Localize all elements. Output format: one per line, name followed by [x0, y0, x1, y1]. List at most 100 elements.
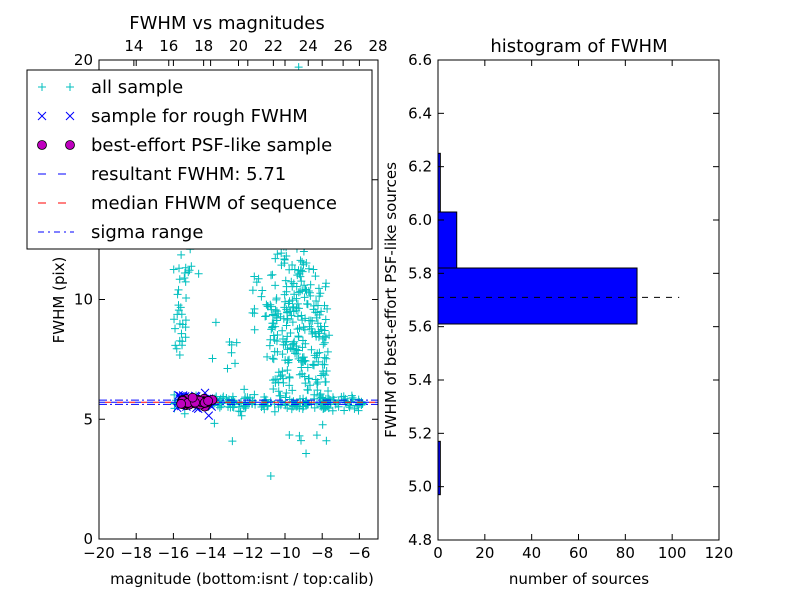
all-sample-point — [175, 336, 184, 345]
all-sample-point — [312, 353, 321, 362]
histogram-bar — [437, 267, 638, 325]
all-sample-point — [310, 390, 319, 399]
legend-label: all sample — [91, 77, 183, 98]
all-sample-point — [182, 293, 191, 302]
x-tick-label: −20 — [83, 544, 115, 562]
all-sample-point — [296, 287, 305, 296]
all-sample-point — [269, 310, 278, 319]
all-sample-point — [231, 359, 240, 368]
all-sample-point — [298, 286, 307, 295]
y-tick-label: 5 — [83, 410, 93, 428]
all-sample-point — [264, 302, 273, 311]
all-sample-point — [269, 376, 278, 385]
all-sample-point — [276, 312, 285, 321]
all-sample-point — [320, 360, 329, 369]
legend-marker-circle — [37, 140, 47, 150]
all-sample-point — [292, 306, 301, 315]
all-sample-point — [295, 431, 304, 440]
all-sample-point — [171, 341, 180, 350]
y-tick-label: 5.6 — [408, 318, 432, 336]
all-sample-point — [317, 393, 326, 402]
all-sample-point — [288, 386, 297, 395]
x-tick-label: 60 — [569, 544, 588, 562]
legend-label: best-effort PSF-like sample — [91, 135, 332, 156]
x-tick-label: −10 — [269, 544, 301, 562]
all-sample-point — [298, 343, 307, 352]
all-sample-point — [313, 349, 322, 358]
all-sample-point — [322, 354, 331, 363]
all-sample-point — [315, 292, 324, 301]
all-sample-point — [277, 261, 286, 270]
all-sample-point — [269, 385, 278, 394]
all-sample-point — [272, 307, 281, 316]
all-sample-point — [285, 381, 294, 390]
all-sample-point — [177, 250, 186, 259]
all-sample-point — [290, 290, 299, 299]
all-sample-point — [320, 338, 329, 347]
all-sample-point — [258, 286, 267, 295]
all-sample-point — [293, 312, 302, 321]
top-x-tick-label: 26 — [334, 37, 353, 55]
all-sample-point — [271, 311, 280, 320]
x-tick-label: −16 — [158, 544, 190, 562]
x-tick-label: −6 — [348, 544, 370, 562]
all-sample-point — [225, 338, 234, 347]
all-sample-point — [306, 280, 315, 289]
right-x-axis-label: number of sources — [509, 570, 649, 588]
legend-entry: best-effort PSF-like sample — [37, 135, 332, 156]
y-tick-label: 4.8 — [408, 531, 432, 549]
all-sample-point — [289, 397, 298, 406]
all-sample-point — [278, 335, 287, 344]
all-sample-point — [315, 310, 324, 319]
rough-sample-point — [204, 411, 214, 421]
y-tick-label: 6.2 — [408, 158, 432, 176]
x-tick-label: −12 — [232, 544, 264, 562]
all-sample-point — [228, 397, 237, 406]
all-sample-point — [173, 290, 182, 299]
all-sample-point — [314, 327, 323, 336]
all-sample-point — [175, 350, 184, 359]
all-sample-point — [280, 303, 289, 312]
y-tick-label: 0 — [83, 530, 93, 548]
all-sample-point — [295, 370, 304, 379]
all-sample-point — [288, 340, 297, 349]
left-data-layer — [99, 63, 378, 480]
all-sample-point — [288, 260, 297, 269]
all-sample-point — [237, 411, 246, 420]
x-tick-label: 20 — [475, 544, 494, 562]
all-sample-point — [301, 285, 310, 294]
all-sample-point — [184, 268, 193, 277]
all-sample-point — [277, 249, 286, 258]
all-sample-point — [210, 419, 219, 428]
all-sample-point — [248, 286, 257, 295]
legend-marker-plus — [66, 83, 74, 91]
all-sample-point — [281, 297, 290, 306]
all-sample-point — [283, 404, 292, 413]
all-sample-point — [295, 269, 304, 278]
all-sample-point — [318, 397, 327, 406]
all-sample-point — [324, 387, 333, 396]
all-sample-point — [292, 294, 301, 303]
all-sample-point — [268, 354, 277, 363]
all-sample-point — [321, 315, 330, 324]
fwhm-histogram-plot: histogram of FWHM 0 20 40 60 80 100 120 4.8 5.0… — [382, 36, 733, 588]
all-sample-point — [282, 389, 291, 398]
all-sample-point — [180, 274, 189, 283]
all-sample-point — [215, 403, 224, 412]
right-y-axis-ticks: 4.8 5.0 5.2 5.4 5.6 5.8 6.0 6.2 6.4 6.6 — [408, 51, 719, 549]
all-sample-point — [312, 431, 321, 440]
all-sample-point — [303, 399, 312, 408]
all-sample-point — [348, 393, 357, 402]
all-sample-point — [288, 296, 297, 305]
all-sample-point — [211, 318, 220, 327]
all-sample-point — [268, 270, 277, 279]
all-sample-point — [295, 394, 304, 403]
all-sample-point — [304, 287, 313, 296]
all-sample-point — [250, 272, 259, 281]
all-sample-point — [228, 437, 237, 446]
y-tick-label: 5.2 — [408, 424, 432, 442]
all-sample-point — [268, 322, 277, 331]
all-sample-point — [299, 260, 308, 269]
all-sample-point — [279, 378, 288, 387]
